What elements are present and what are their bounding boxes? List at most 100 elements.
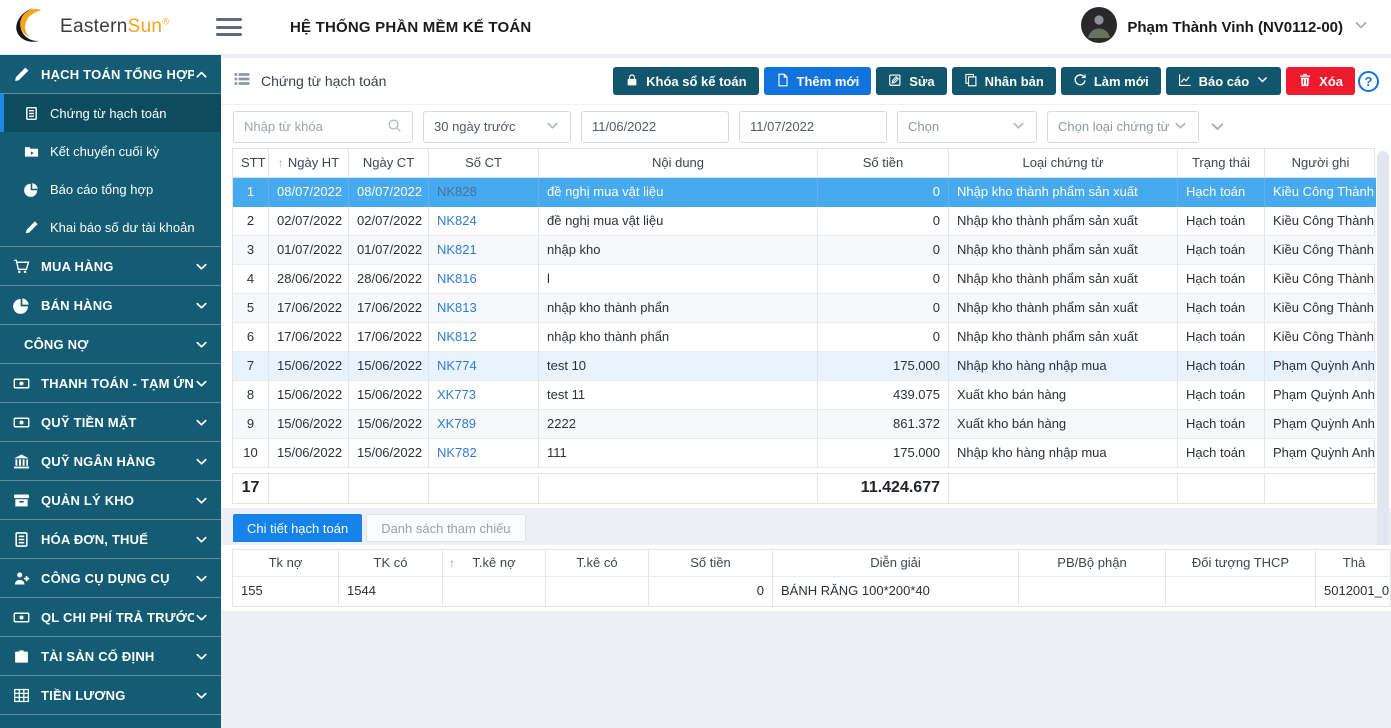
column-header[interactable]: Người ghi [1265,149,1376,178]
warehouse-icon [13,492,30,509]
column-header[interactable]: ↑ Ngày HT [269,149,349,178]
bank-icon [13,453,30,470]
sidebar-item[interactable]: Báo cáo tổng hợp [0,170,221,208]
detail-column-header[interactable]: T.kê có [546,550,649,577]
sidebar-item[interactable]: Khai báo số dư tài khoản [0,208,221,246]
sidebar-section[interactable]: CÔNG NỢ [0,325,221,364]
sidebar-section-label: CÔNG NỢ [24,336,89,352]
easternsun-logo[interactable]: EasternSun® [0,5,208,50]
object-select[interactable]: Chọn [897,110,1037,143]
cell-trang_thai: Hạch toán [1178,236,1265,265]
keyword-input[interactable] [244,119,387,134]
footer-cell [949,474,1178,503]
column-header[interactable]: Loại chứng từ [949,149,1178,178]
table-row[interactable]: 2 02/07/2022 02/07/2022 NK824 đề nghị mua vậ… [233,207,1376,236]
column-header[interactable]: Số tiền [818,149,949,178]
sidebar-item-label: Chứng từ hạch toán [50,105,167,121]
table-row[interactable]: 10 15/06/2022 15/06/2022 NK782 111 175.000 Nhậ… [233,439,1376,468]
column-header[interactable]: STT [233,149,269,178]
date-from-input[interactable]: 11/06/2022 [581,110,729,143]
hamburger-menu-icon[interactable] [216,18,242,36]
sidebar-item[interactable]: Kết chuyển cuối kỳ [0,132,221,170]
sidebar-section[interactable]: THANH TOÁN - TẠM ỨNG [0,364,221,403]
cell-noi_dung: nhập kho [539,236,818,265]
document-number-link[interactable]: NK774 [437,358,477,373]
pie-icon [24,182,39,197]
table-row[interactable]: 6 17/06/2022 17/06/2022 NK812 nhập kho thành… [233,323,1376,352]
table-row[interactable]: 1 08/07/2022 08/07/2022 NK828 đề nghị mua vậ… [233,178,1376,207]
document-number-link[interactable]: NK824 [437,213,477,228]
detail-column-header[interactable]: Đối tượng THCP [1166,550,1316,577]
document-number-link[interactable]: NK816 [437,271,477,286]
detail-column-header[interactable]: Số tiền [649,550,773,577]
column-header[interactable]: Ngày CT [349,149,429,178]
button-fileplus[interactable]: Thêm mới [763,67,872,95]
detail-column-header[interactable]: Tk nợ [233,550,339,577]
cell-ngay_ct: 15/06/2022 [349,439,429,468]
button-chart[interactable]: Báo cáo [1165,67,1282,95]
fileplus-icon [776,73,790,90]
tab-inactive[interactable]: Danh sách tham chiếu [366,514,526,542]
document-number-link[interactable]: NK812 [437,329,477,344]
table-row[interactable]: 9 15/06/2022 15/06/2022 XK789 2222 861.372 Xuấ… [233,410,1376,439]
sidebar-section[interactable]: BÁN HÀNG [0,286,221,325]
button-refresh[interactable]: Làm mới [1060,67,1161,95]
table-row[interactable]: 5 17/06/2022 17/06/2022 NK813 nhập kho thành… [233,294,1376,323]
sidebar-section[interactable]: QUỸ NGÂN HÀNG [0,442,221,481]
detail-column-header[interactable]: ↑ T.kê nợ [443,550,546,577]
table-row[interactable]: 8 15/06/2022 15/06/2022 XK773 test 11 439.075… [233,381,1376,410]
footer-row-count: 17 [233,474,269,503]
sidebar-section[interactable]: CÔNG CỤ DỤNG CỤ [0,559,221,598]
detail-row[interactable]: 155 1544 0 BÁNH RĂNG 100*200*40 5012001_0 [233,577,1390,606]
more-filters-toggle[interactable] [1209,118,1226,135]
button-edit[interactable]: Sửa [876,67,947,95]
detail-column-header[interactable]: Diễn giải [773,550,1019,577]
document-number-link[interactable]: NK821 [437,242,477,257]
document-number-link[interactable]: NK782 [437,445,477,460]
sidebar-item-label: Kết chuyển cuối kỳ [50,143,160,159]
cell-so_tien: 0 [818,265,949,294]
column-header[interactable]: Số CT [429,149,539,178]
table-row[interactable]: 3 01/07/2022 01/07/2022 NK821 nhập kho 0 Nhập … [233,236,1376,265]
cell-nguoi_ghi: Kiều Công Thành [1265,236,1376,265]
list-icon [233,70,251,93]
sidebar-section[interactable]: MUA HÀNG [0,247,221,286]
sidebar-section[interactable]: HÓA ĐƠN, THUẾ [0,520,221,559]
document-number-link[interactable]: NK828 [437,184,477,199]
button-copy[interactable]: Nhân bản [951,67,1056,95]
column-header[interactable]: Nội dung [539,149,818,178]
column-header[interactable]: Trạng thái [1178,149,1265,178]
document-number-link[interactable]: XK773 [437,387,477,402]
sidebar-section[interactable]: TIỀN LƯƠNG [0,676,221,715]
tab-active[interactable]: Chi tiết hạch toán [233,514,363,542]
cell-noi_dung: nhập kho thành phẩn [539,294,818,323]
detail-column-header[interactable]: Thà [1316,550,1391,577]
cell-so_tien: 175.000 [818,352,949,381]
sidebar-section[interactable]: TÀI SẢN CỐ ĐỊNH [0,637,221,676]
user-menu[interactable]: Phạm Thành Vinh (NV0112-00) [1081,6,1391,48]
sidebar-section[interactable]: HẠCH TOÁN TỔNG HỢP [0,55,221,94]
button-trash[interactable]: Xóa [1286,67,1355,95]
button-lock[interactable]: Khóa sổ kế toán [613,67,759,95]
doc-type-select[interactable]: Chọn loại chứng từ [1047,110,1199,143]
table-row[interactable]: 4 28/06/2022 28/06/2022 NK816 l 0 Nhập kho thà… [233,265,1376,294]
date-to-input[interactable]: 11/07/2022 [739,110,887,143]
sidebar-section[interactable]: QUẢN LÝ KHO [0,481,221,520]
document-number-link[interactable]: NK813 [437,300,477,315]
button-label: Làm mới [1093,73,1149,89]
sidebar-item-label: Báo cáo tổng hợp [50,181,154,197]
sidebar-section[interactable]: QL CHI PHÍ TRẢ TRƯỚC [0,598,221,637]
cell-nguoi_ghi: Phạm Quỳnh Anh [1265,410,1376,439]
detail-column-header[interactable]: PB/Bộ phận [1019,550,1166,577]
detail-column-header[interactable]: TK có [339,550,443,577]
table-row[interactable]: 7 15/06/2022 15/06/2022 NK774 test 10 175.000… [233,352,1376,381]
period-select[interactable]: 30 ngày trước [423,110,571,143]
document-number-link[interactable]: XK789 [437,416,477,431]
sidebar-section-label: BÁN HÀNG [41,297,113,313]
cell-loai_chung_tu: Nhập kho hàng nhập mua [949,439,1178,468]
vertical-scrollbar[interactable] [1377,151,1389,557]
chevron-down-icon [194,259,209,274]
sidebar-section[interactable]: QUỸ TIỀN MẶT [0,403,221,442]
sidebar-item[interactable]: Chứng từ hạch toán [0,94,221,132]
help-button[interactable]: ? [1358,70,1379,92]
